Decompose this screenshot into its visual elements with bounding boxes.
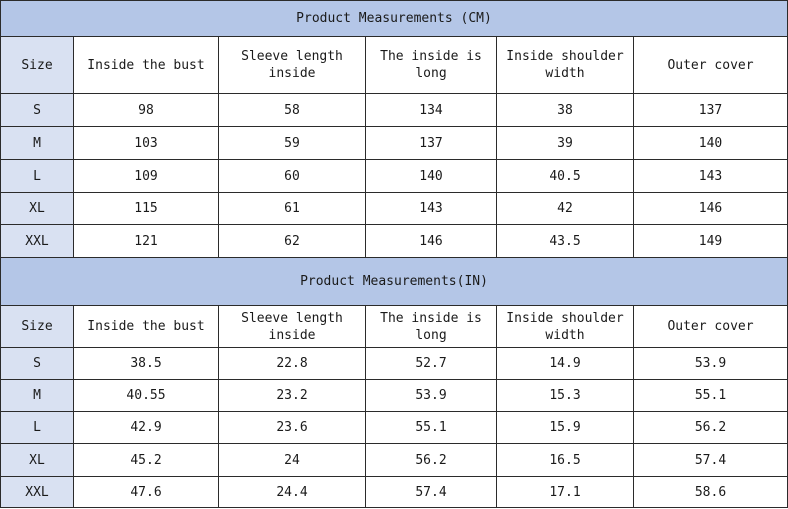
size-label: XL xyxy=(0,443,74,477)
table-cell: 53.9 xyxy=(365,379,497,412)
table-row: XXL 121 62 146 43.5 149 xyxy=(0,224,788,258)
table-row: L 42.9 23.6 55.1 15.9 56.2 xyxy=(0,411,788,444)
cm-title-row: Product Measurements (CM) xyxy=(0,0,788,37)
table-cell: 140 xyxy=(365,159,497,193)
in-title-row: Product Measurements(IN) xyxy=(0,257,788,306)
in-header-size: Size xyxy=(0,305,74,348)
table-cell: 137 xyxy=(632,93,788,127)
table-cell: 38.5 xyxy=(73,347,219,380)
size-label: XXL xyxy=(0,224,74,258)
table-cell: 146 xyxy=(365,224,497,258)
table-cell: 42.9 xyxy=(73,411,219,444)
table-cell: 43.5 xyxy=(496,224,634,258)
cm-header-outer: Outer cover xyxy=(632,36,788,94)
table-cell: 55.1 xyxy=(365,411,497,444)
in-header-sleeve: Sleeve length inside xyxy=(218,305,366,348)
in-header-row: Size Inside the bust Sleeve length insid… xyxy=(0,305,788,348)
size-label: L xyxy=(0,159,74,193)
table-cell: 45.2 xyxy=(73,443,219,477)
cm-header-shoulder: Inside shoulder width xyxy=(496,36,634,94)
table-cell: 56.2 xyxy=(632,411,788,444)
table-cell: 16.5 xyxy=(496,443,634,477)
table-cell: 57.4 xyxy=(365,476,497,508)
table-cell: 55.1 xyxy=(632,379,788,412)
size-label: XXL xyxy=(0,476,74,508)
table-row: XL 115 61 143 42 146 xyxy=(0,192,788,225)
table-cell: 62 xyxy=(218,224,366,258)
table-cell: 14.9 xyxy=(496,347,634,380)
table-cell: 143 xyxy=(632,159,788,193)
table-row: S 38.5 22.8 52.7 14.9 53.9 xyxy=(0,347,788,380)
table-cell: 47.6 xyxy=(73,476,219,508)
table-cell: 15.9 xyxy=(496,411,634,444)
size-label: XL xyxy=(0,192,74,225)
table-cell: 15.3 xyxy=(496,379,634,412)
table-cell: 40.5 xyxy=(496,159,634,193)
table-cell: 134 xyxy=(365,93,497,127)
table-cell: 57.4 xyxy=(632,443,788,477)
size-label: L xyxy=(0,411,74,444)
in-header-shoulder: Inside shoulder width xyxy=(496,305,634,348)
table-cell: 42 xyxy=(496,192,634,225)
size-label: S xyxy=(0,347,74,380)
cm-header-length: The inside is long xyxy=(365,36,497,94)
table-row: XL 45.2 24 56.2 16.5 57.4 xyxy=(0,443,788,477)
in-table-title: Product Measurements(IN) xyxy=(0,257,788,306)
table-row: XXL 47.6 24.4 57.4 17.1 58.6 xyxy=(0,476,788,508)
table-cell: 38 xyxy=(496,93,634,127)
table-cell: 143 xyxy=(365,192,497,225)
table-cell: 40.55 xyxy=(73,379,219,412)
table-row: M 103 59 137 39 140 xyxy=(0,126,788,160)
table-cell: 58.6 xyxy=(632,476,788,508)
table-cell: 61 xyxy=(218,192,366,225)
cm-header-row: Size Inside the bust Sleeve length insid… xyxy=(0,36,788,94)
table-cell: 39 xyxy=(496,126,634,160)
size-label: M xyxy=(0,126,74,160)
cm-header-size: Size xyxy=(0,36,74,94)
table-cell: 121 xyxy=(73,224,219,258)
in-header-outer: Outer cover xyxy=(632,305,788,348)
table-cell: 149 xyxy=(632,224,788,258)
size-label: M xyxy=(0,379,74,412)
cm-table-title: Product Measurements (CM) xyxy=(0,0,788,37)
table-cell: 23.6 xyxy=(218,411,366,444)
table-cell: 146 xyxy=(632,192,788,225)
table-cell: 58 xyxy=(218,93,366,127)
table-cell: 52.7 xyxy=(365,347,497,380)
cm-header-bust: Inside the bust xyxy=(73,36,219,94)
table-cell: 53.9 xyxy=(632,347,788,380)
table-cell: 103 xyxy=(73,126,219,160)
table-cell: 137 xyxy=(365,126,497,160)
table-cell: 17.1 xyxy=(496,476,634,508)
table-cell: 140 xyxy=(632,126,788,160)
table-row: M 40.55 23.2 53.9 15.3 55.1 xyxy=(0,379,788,412)
cm-header-sleeve: Sleeve length inside xyxy=(218,36,366,94)
table-cell: 22.8 xyxy=(218,347,366,380)
table-cell: 59 xyxy=(218,126,366,160)
table-cell: 56.2 xyxy=(365,443,497,477)
size-label: S xyxy=(0,93,74,127)
in-header-bust: Inside the bust xyxy=(73,305,219,348)
table-cell: 23.2 xyxy=(218,379,366,412)
table-cell: 115 xyxy=(73,192,219,225)
table-cell: 109 xyxy=(73,159,219,193)
table-row: L 109 60 140 40.5 143 xyxy=(0,159,788,193)
table-cell: 24 xyxy=(218,443,366,477)
table-cell: 60 xyxy=(218,159,366,193)
in-header-length: The inside is long xyxy=(365,305,497,348)
table-row: S 98 58 134 38 137 xyxy=(0,93,788,127)
table-cell: 24.4 xyxy=(218,476,366,508)
table-cell: 98 xyxy=(73,93,219,127)
